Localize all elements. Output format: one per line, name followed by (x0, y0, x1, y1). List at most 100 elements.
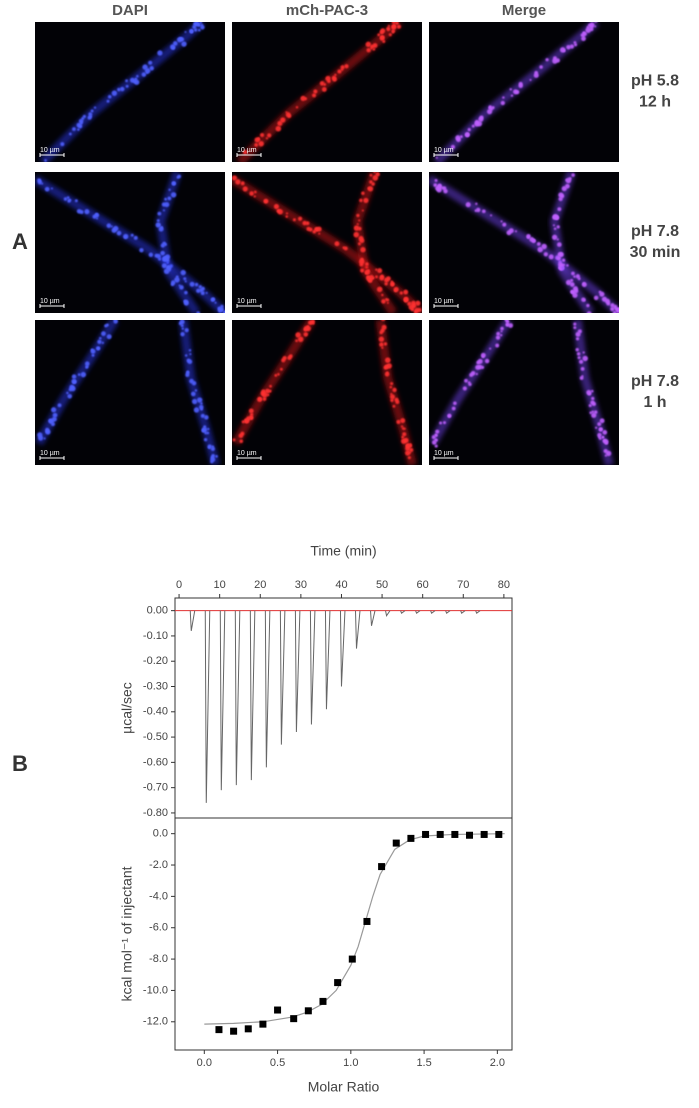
y-tick-label: -0.80 (143, 807, 168, 819)
nucleus-dot (45, 427, 50, 433)
nucleus-dot (580, 367, 585, 371)
nucleus-dot (196, 397, 203, 403)
nucleus-dot (184, 354, 188, 357)
nucleus-dot (312, 229, 317, 234)
nucleus-dot (68, 387, 73, 392)
nucleus-dot (166, 265, 171, 270)
nucleus-dot (601, 436, 605, 439)
nucleus-dot (386, 371, 389, 374)
nucleus-dot (518, 83, 523, 89)
nucleus-dot (266, 393, 270, 397)
nucleus-dot (321, 86, 327, 92)
nucleus-dot (193, 407, 200, 413)
nucleus-dot (579, 359, 584, 364)
nucleus-dot (496, 331, 501, 336)
nucleus-dot (170, 192, 177, 198)
y-tick-label: -0.30 (143, 680, 168, 692)
nucleus-dot (174, 167, 178, 171)
nucleus-dot (409, 443, 412, 446)
nucleus-dot (206, 431, 210, 435)
nucleus-dot (433, 183, 438, 187)
nucleus-dot (184, 280, 187, 283)
nucleus-dot (605, 441, 609, 445)
nucleus-dot (110, 225, 113, 228)
nucleus-dot (372, 47, 376, 51)
nucleus-dot (60, 142, 65, 147)
nucleus-dot (365, 271, 368, 275)
nucleus-dot (285, 215, 289, 218)
nucleus-dot (203, 437, 208, 442)
nucleus-dot (302, 220, 307, 226)
nucleus-dot (459, 135, 463, 139)
nucleus-dot (196, 288, 201, 293)
nucleus-dot (258, 140, 264, 147)
plot-frame (174, 817, 513, 1051)
nucleus-dot (508, 323, 514, 328)
nucleus-dot (43, 437, 46, 440)
nucleus-dot (471, 124, 475, 128)
nucleus-dot (72, 127, 76, 131)
nucleus-dot (97, 339, 102, 344)
y-tick-label: -8.0 (149, 953, 168, 965)
nucleus-dot (113, 320, 118, 324)
nucleus-dot (371, 182, 375, 186)
nucleus-dot (372, 175, 379, 181)
data-point (480, 830, 488, 838)
nucleus-dot (502, 222, 507, 227)
nucleus-dot (180, 269, 186, 276)
nucleus-dot (394, 289, 397, 292)
data-point (451, 830, 459, 838)
nucleus-dot (161, 202, 167, 207)
nucleus-dot (392, 404, 396, 408)
nucleus-dot (246, 416, 251, 421)
nucleus-dot (365, 41, 371, 48)
nucleus-dot (95, 217, 99, 220)
nucleus-dot (453, 401, 457, 406)
nucleus-dot (260, 132, 265, 138)
nucleus-dot (395, 22, 399, 25)
data-point (290, 1015, 298, 1023)
data-point (230, 1027, 238, 1035)
nucleus-dot (377, 33, 381, 37)
nucleus-dot (388, 33, 392, 37)
nucleus-dot (505, 322, 510, 327)
nucleus-dot (91, 353, 95, 357)
nucleus-dot (407, 456, 411, 460)
x-tick-label: 50 (376, 579, 388, 591)
nucleus-dot (589, 27, 594, 32)
nucleus-dot (172, 41, 178, 46)
nucleus-dot (359, 262, 364, 267)
nucleus-dot (164, 197, 168, 201)
nucleus-dot (381, 299, 386, 304)
x-tick-label: 40 (335, 579, 347, 591)
nucleus-dot (71, 374, 77, 379)
nucleus-dot (577, 356, 581, 360)
nucleus-dot (63, 197, 68, 201)
nucleus-dot (495, 343, 500, 348)
nucleus-dot (50, 187, 53, 190)
data-point (363, 917, 371, 925)
nucleus-dot (566, 264, 569, 267)
nucleus-dot (510, 94, 514, 97)
nucleus-dot (155, 222, 161, 228)
nucleus-dot (589, 411, 593, 415)
nucleus-dot (574, 43, 578, 47)
nucleus-dot (598, 436, 602, 440)
nucleus-dot (580, 33, 585, 37)
nucleus-dot (106, 334, 112, 340)
nucleus-dot (391, 31, 394, 34)
nucleus-dot (116, 230, 122, 236)
nucleus-dot (196, 311, 201, 313)
nucleus-dot (157, 50, 163, 56)
nucleus-dot (379, 34, 385, 40)
x-tick-label: 70 (457, 579, 469, 591)
nucleus-dot (508, 228, 514, 234)
nucleus-dot (450, 144, 456, 150)
nucleus-dot (500, 100, 505, 106)
nucleus-dot (383, 342, 388, 346)
image-content (236, 22, 403, 162)
plot-frame (174, 597, 513, 819)
nucleus-dot (373, 172, 377, 174)
nucleus-dot (602, 430, 608, 435)
nucleus-dot (576, 352, 581, 356)
